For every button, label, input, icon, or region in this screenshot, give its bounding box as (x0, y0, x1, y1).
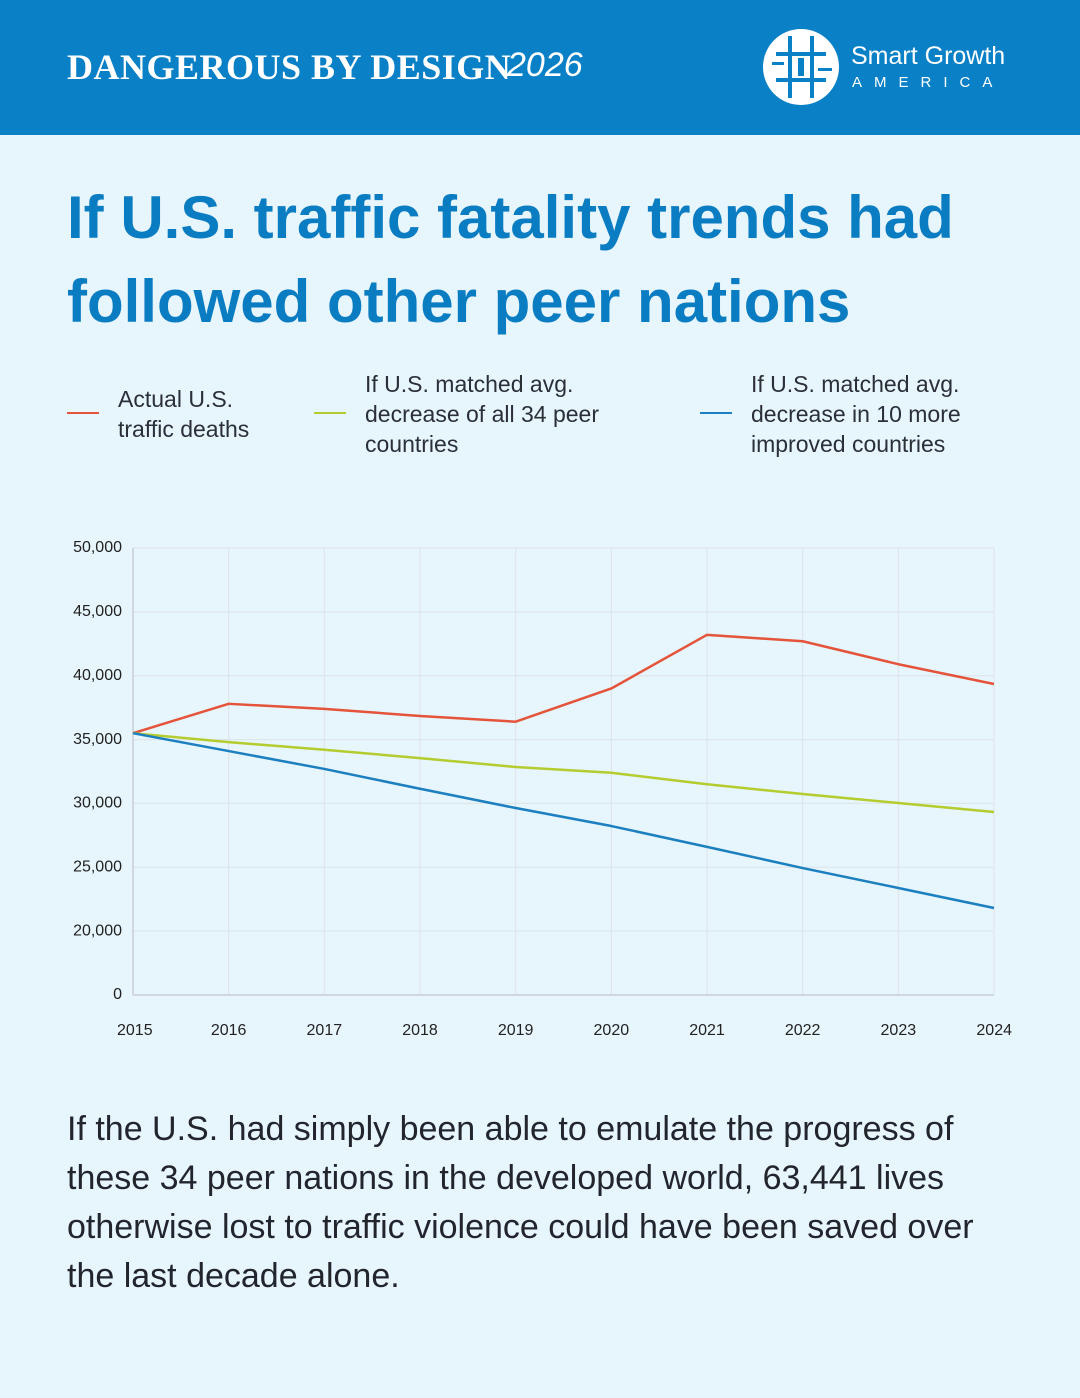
header-year: 2026 (507, 46, 583, 84)
x-tick-label: 2022 (785, 1022, 821, 1039)
y-tick-label: 45,000 (73, 603, 122, 620)
legend-label: Actual U.S. traffic deaths (118, 386, 250, 442)
x-tick-label: 2017 (307, 1022, 343, 1039)
y-tick-label: 30,000 (73, 795, 122, 812)
series-line (132, 731, 995, 814)
legend-swatch (700, 412, 732, 414)
header-title: DANGEROUS BY DESIGN (67, 47, 512, 87)
x-tick-label: 2015 (117, 1022, 153, 1039)
chart: 0 20,000 25,000 30,000 35,000 40,000 45,000 50,… (73, 539, 1012, 1039)
x-tick-label: 2024 (976, 1022, 1012, 1039)
x-tick-label: 2018 (402, 1022, 438, 1039)
x-tick-label: 2019 (498, 1022, 534, 1039)
series-line (132, 731, 995, 910)
legend-swatch (314, 412, 346, 414)
y-tick-label: 50,000 (73, 539, 122, 556)
chart-title: If U.S. traffic fatality trends had foll… (67, 184, 954, 335)
x-tick-label: 2023 (881, 1022, 917, 1039)
series-line (132, 633, 995, 735)
legend-label: If U.S. matched avg. decrease in 10 more… (751, 371, 961, 457)
y-tick-label: 35,000 (73, 731, 122, 748)
y-tick-label: 0 (113, 986, 122, 1003)
legend-swatch (67, 412, 99, 414)
logo-name: Smart Growth (851, 42, 1006, 70)
header-bar: DANGEROUS BY DESIGN 2026 Smart Growth AM… (0, 0, 1080, 135)
y-tick-label: 40,000 (73, 667, 122, 684)
logo-icon (763, 29, 839, 105)
logo-sub: AMERICA (852, 74, 1005, 91)
legend-label: If U.S. matched avg. decrease of all 34 … (365, 371, 599, 457)
x-tick-label: 2016 (211, 1022, 247, 1039)
x-tick-label: 2021 (689, 1022, 725, 1039)
x-tick-label: 2020 (594, 1022, 630, 1039)
y-tick-label: 25,000 (73, 859, 122, 876)
y-tick-label: 20,000 (73, 922, 122, 939)
paragraph: If the U.S. had simply been able to emul… (67, 1110, 974, 1295)
